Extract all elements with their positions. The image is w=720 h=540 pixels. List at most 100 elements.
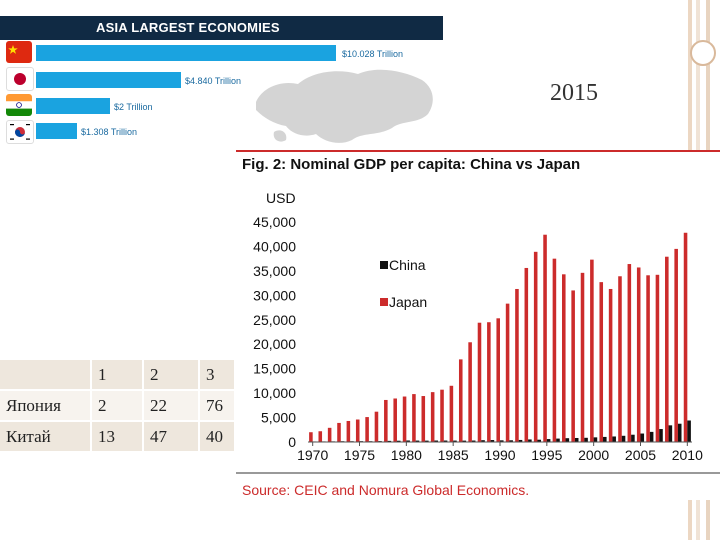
legend-label-china: China [389, 257, 426, 273]
gdp-per-capita-chart: USD 0 5,000 10,000 15,000 20,000 25,000 30,000 3… [253, 190, 703, 463]
table-cell: 47 [143, 421, 200, 453]
bar-japan-1986 [458, 359, 463, 442]
x-tick-label: 2010 [672, 447, 703, 463]
x-tick-label: 1980 [391, 447, 422, 463]
bar-japan-1981 [412, 394, 416, 442]
bar-japan-1998 [571, 290, 575, 442]
y-axis-label: USD [266, 190, 296, 206]
chart-title: Fig. 2: Nominal GDP per capita: China vs… [242, 156, 581, 173]
table-cell [0, 360, 92, 391]
bar-japan-1974 [346, 420, 351, 442]
bar-china-2007 [659, 429, 663, 442]
bar-china-1983 [434, 440, 438, 442]
bar-china-1994 [537, 439, 542, 442]
decorative-circle [690, 40, 716, 66]
table-cell: Япония [0, 390, 92, 422]
bar-china-1978 [387, 440, 392, 442]
bar-japan-1984 [440, 389, 444, 442]
table-cell: 13 [91, 421, 144, 453]
y-tick-label: 20,000 [253, 336, 296, 352]
table-cell: 3 [199, 360, 236, 391]
asia-economies-graphic: ASIA LARGEST ECONOMIES $10.028 Trillion … [0, 16, 443, 146]
bar-china-1984 [443, 440, 448, 442]
bar-japan-2003 [618, 276, 622, 442]
y-tick-label: 30,000 [253, 287, 296, 303]
year-label: 2015 [550, 80, 598, 106]
x-tick-label: 1975 [344, 447, 375, 463]
x-tick-label: 1985 [438, 447, 469, 463]
y-tick-label: 45,000 [253, 214, 296, 230]
bar-china-2004 [631, 434, 635, 442]
decorative-stripe [688, 500, 692, 540]
chart-source: Source: CEIC and Nomura Global Economics… [242, 482, 530, 498]
bar-china-1980 [406, 440, 410, 442]
bar-japan-2009 [674, 248, 678, 442]
bar-china-1998 [574, 437, 579, 442]
chart-top-rule [236, 150, 720, 152]
bar-china-1997 [565, 438, 570, 442]
bar-japan-2005 [636, 267, 641, 442]
table-cell: 76 [199, 390, 236, 422]
y-tick-label: 25,000 [253, 312, 296, 328]
bar-china-2005 [640, 433, 645, 442]
legend-swatch-china [380, 261, 388, 269]
x-tick-label: 1990 [484, 447, 515, 463]
table-cell: Китай [0, 421, 92, 453]
bar-india [36, 98, 110, 114]
bar-japan-1978 [384, 399, 388, 442]
decorative-stripe [696, 0, 700, 150]
bar-china-1992 [518, 439, 523, 442]
bar-japan-1993 [524, 267, 529, 442]
bar-japan-1970 [309, 432, 313, 442]
bar-japan-1972 [327, 427, 332, 442]
y-tick-label: 40,000 [253, 238, 296, 254]
bar-label-india: $2 Trillion [114, 102, 153, 112]
bar-china-1995 [546, 439, 551, 442]
bar-japan-1979 [393, 398, 397, 442]
bar-china-2003 [621, 435, 626, 442]
x-tick-label: 2005 [625, 447, 656, 463]
bar-china-1991 [509, 440, 513, 442]
asia-map-silhouette [256, 69, 433, 143]
bar-china-1982 [425, 440, 429, 442]
bar-japan-2002 [608, 288, 613, 442]
comparison-table: 1 2 3 Япония 2 22 76 Китай 13 47 40 [0, 360, 236, 453]
bar-label-korea: $1.308 Trillion [81, 127, 138, 137]
bar-china-2002 [612, 436, 616, 442]
bar-japan-1997 [562, 274, 566, 442]
asia-graphic-header: ASIA LARGEST ECONOMIES [0, 16, 443, 40]
bar-china-1988 [481, 440, 485, 442]
bar-japan-2004 [627, 264, 632, 442]
decorative-stripe [706, 500, 710, 540]
bar-china-1993 [528, 439, 532, 442]
japan-flag-icon [6, 67, 34, 91]
bar-japan-1990 [496, 318, 500, 442]
decorative-stripe [706, 0, 710, 150]
bar-japan-1992 [515, 288, 519, 442]
bar-label-china: $10.028 Trillion [342, 49, 404, 59]
table-cell: 2 [143, 360, 200, 391]
table-row: Китай 13 47 40 [0, 421, 236, 453]
bar-china-2008 [668, 425, 673, 442]
bar-korea [36, 123, 77, 139]
bar-china-2006 [649, 431, 654, 442]
bar-china-2009 [677, 423, 682, 442]
x-tick-label: 1995 [531, 447, 562, 463]
bar-japan-1989 [487, 322, 491, 442]
bar-japan-1982 [421, 396, 426, 442]
y-tick-label: 5,000 [261, 410, 296, 426]
bar-japan-1976 [365, 417, 369, 442]
table-header-row: 1 2 3 [0, 360, 236, 391]
bar-japan-1994 [533, 251, 538, 442]
bar-china-1979 [396, 440, 401, 442]
legend-label-japan: Japan [389, 294, 427, 310]
y-tick-label: 15,000 [253, 361, 296, 377]
legend-swatch-japan [380, 298, 388, 306]
bar-label-japan: $4.840 Trillion [185, 76, 242, 86]
bar-china-1989 [490, 440, 495, 442]
china-flag-icon [6, 41, 32, 63]
gdp-chart-panel: Fig. 2: Nominal GDP per capita: China vs… [236, 150, 720, 505]
bar-japan-1999 [580, 272, 585, 442]
bar-china-1996 [556, 438, 560, 442]
table-cell: 40 [199, 421, 236, 453]
